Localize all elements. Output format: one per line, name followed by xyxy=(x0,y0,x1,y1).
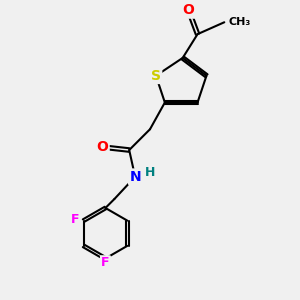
Text: F: F xyxy=(101,256,110,269)
Text: CH₃: CH₃ xyxy=(229,17,251,27)
Text: N: N xyxy=(129,170,141,184)
Text: H: H xyxy=(145,166,155,179)
Text: F: F xyxy=(70,213,79,226)
Text: O: O xyxy=(97,140,108,154)
Text: O: O xyxy=(183,3,195,17)
Text: S: S xyxy=(151,69,161,83)
